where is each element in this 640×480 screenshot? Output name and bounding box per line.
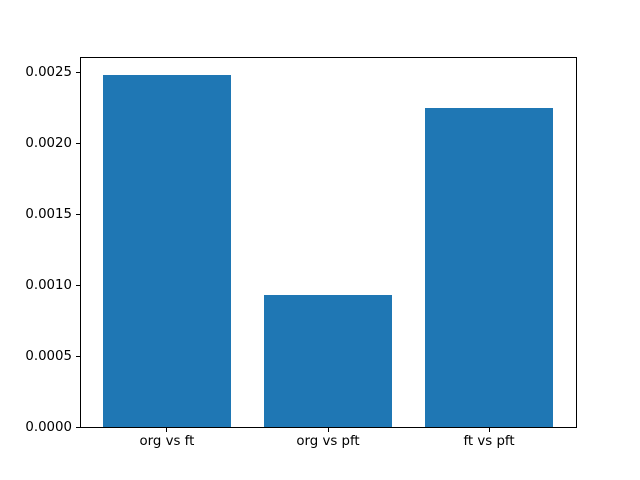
y-tick-mark [75,142,80,144]
y-tick-mark [75,213,80,215]
y-tick-mark [75,71,80,73]
x-tick-label-org-vs-ft: org vs ft [139,434,195,450]
y-tick-mark [75,426,80,428]
y-tick-label: 0.0010 [25,277,72,293]
y-tick-label: 0.0015 [25,206,72,222]
x-tick-mark [166,427,168,432]
y-tick-label: 0.0005 [25,348,72,364]
bar-org-vs-ft [102,75,232,428]
plot-area [79,57,577,428]
y-tick-label: 0.0025 [25,64,72,80]
x-tick-label-org-vs-pft: org vs pft [296,434,360,450]
y-tick-mark [75,284,80,286]
x-tick-label-ft-vs-pft: ft vs pft [463,434,515,450]
y-tick-label: 0.0020 [25,135,72,151]
x-tick-mark [327,427,329,432]
y-tick-mark [75,355,80,357]
bar-ft-vs-pft [424,107,554,428]
x-tick-mark [488,427,490,432]
bar-org-vs-pft [263,295,393,428]
y-tick-label: 0.0000 [25,419,72,435]
